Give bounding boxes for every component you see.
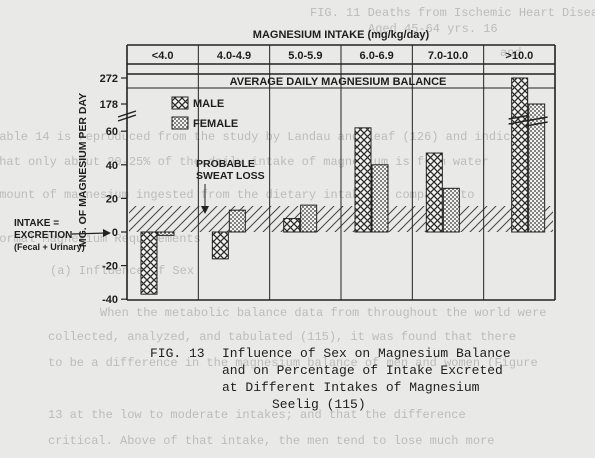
caption-line: and on Percentage of Intake Excreted <box>222 363 503 378</box>
caption-line: at Different Intakes of Magnesium <box>222 380 480 395</box>
background-line: to be a difference in the magnesium bala… <box>48 356 538 370</box>
y-tick-label: -20 <box>102 261 118 273</box>
caption-line: Seelig (115) <box>272 397 366 412</box>
category-label: 5.0-5.9 <box>288 50 322 62</box>
panel-title: AVERAGE DAILY MAGNESIUM BALANCE <box>230 76 447 88</box>
category-label: 6.0-6.9 <box>360 50 394 62</box>
category-label: <4.0 <box>152 50 174 62</box>
intake-label-1: INTAKE = <box>14 218 59 229</box>
background-line: FIG. 11 Deaths from Ischemic Heart Disea… <box>310 6 595 20</box>
intake-label-3: (Fecal + Urinary) <box>14 242 85 252</box>
y-axis-label: MG. OF MAGNESIUM PER DAY <box>77 93 89 247</box>
category-label: 4.0-4.9 <box>217 50 251 62</box>
y-tick-label: -40 <box>102 294 118 306</box>
bar-break-marks <box>525 116 548 127</box>
background-line: and <box>500 46 522 60</box>
legend-male-swatch <box>171 96 189 110</box>
y-tick-label: 20 <box>106 193 118 205</box>
bar-male <box>140 231 158 295</box>
y-tick-label: 178 <box>100 99 118 111</box>
bar-male <box>354 127 372 233</box>
bar-female <box>228 209 246 233</box>
category-label: >10.0 <box>505 50 533 62</box>
y-tick-label: 60 <box>106 126 118 138</box>
bar-female <box>157 231 175 236</box>
chart-marks: <4.0 4.0-4.9 5.0-5.9 6.0-6.9 7.0-10.0 >10.0 -4… <box>100 45 548 306</box>
background-line: When the metabolic balance data from thr… <box>100 306 547 320</box>
legend-female-label: FEMALE <box>193 118 238 130</box>
bar-male <box>425 152 443 233</box>
intake-title: MAGNESIUM INTAKE (mg/kg/day) <box>253 29 430 41</box>
caption-line: Influence of Sex on Magnesium Balance <box>222 346 511 361</box>
intake-label-2: EXCRETION <box>14 230 72 241</box>
intake-arrowhead <box>103 229 111 237</box>
legend-male-label: MALE <box>193 98 224 110</box>
bar-female <box>300 204 318 233</box>
figure-number: FIG. 13 <box>150 346 205 361</box>
intake-arrow <box>71 232 109 235</box>
background-line: (a) Influence of Sex <box>50 264 195 278</box>
background-line: collected, analyzed, and tabulated (115)… <box>48 330 517 344</box>
y-tick-label: 40 <box>106 160 118 172</box>
y-axis-break <box>117 110 137 122</box>
category-label: 7.0-10.0 <box>428 50 468 62</box>
figure-caption: FIG. 13 Influence of Sex on Magnesium Ba… <box>0 346 595 436</box>
bar-female <box>442 187 460 233</box>
sweat-loss-label: PROBABLE SWEAT LOSS <box>196 158 265 182</box>
bar-female <box>371 164 389 233</box>
legend-female-swatch <box>171 116 189 130</box>
sweat-loss-arrowhead <box>201 206 209 214</box>
background-line: 13 at the low to moderate intakes; and t… <box>48 408 466 422</box>
bar-female <box>528 103 546 233</box>
y-tick-label: 0 <box>112 227 118 239</box>
bar-male <box>211 231 229 260</box>
y-tick-label: 272 <box>100 73 118 85</box>
background-line: critical. Above of that intake, the men … <box>48 434 495 448</box>
background-line: Aged 45-64 yrs. 16 <box>368 22 498 36</box>
bar-male <box>283 218 301 233</box>
bar-male <box>511 77 529 233</box>
